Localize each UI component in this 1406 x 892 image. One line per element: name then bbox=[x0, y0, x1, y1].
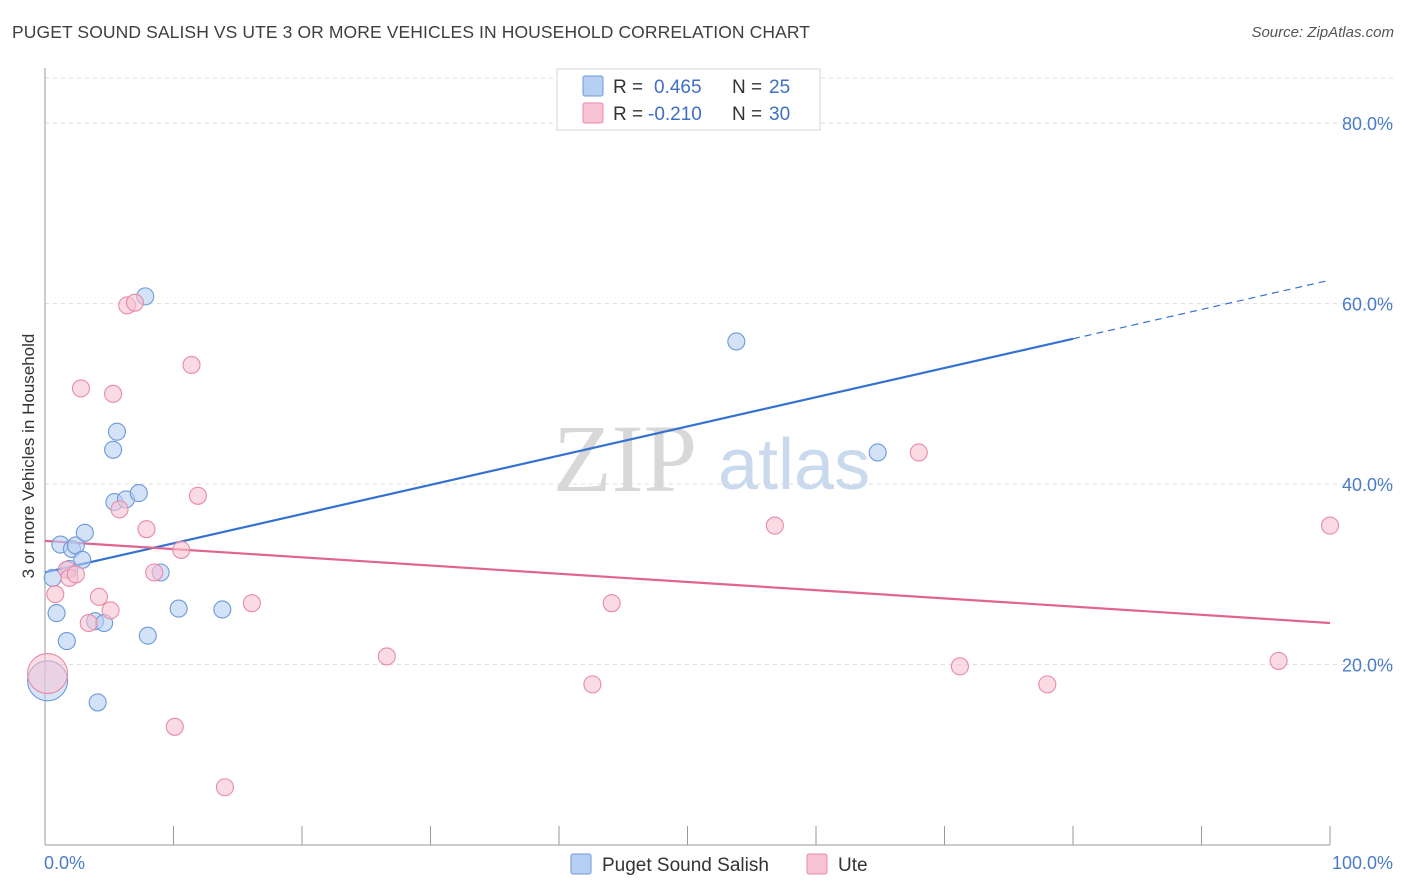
ute-point-28 bbox=[1038, 675, 1057, 694]
watermark-atlas: atlas bbox=[718, 425, 870, 505]
legend-n-value-2: 30 bbox=[769, 104, 790, 125]
y-axis-label: 3 or more Vehicles in Household bbox=[19, 334, 38, 579]
salish-point-23 bbox=[213, 600, 232, 619]
legend: R = 0.465 N = 25 R = -0.210 N = 30 bbox=[556, 68, 821, 131]
ute-point-11 bbox=[110, 500, 129, 519]
chart-title: PUGET SOUND SALISH VS UTE 3 OR MORE VEHI… bbox=[12, 22, 811, 42]
legend-r-value-2: -0.210 bbox=[648, 104, 702, 125]
ute-point-7 bbox=[79, 613, 98, 633]
bottom-legend-label-blue: Puget Sound Salish bbox=[602, 855, 769, 876]
ute-point-25 bbox=[765, 516, 784, 535]
ute-point-13 bbox=[125, 293, 144, 312]
bottom-legend-swatch-blue bbox=[570, 853, 592, 875]
y-tick-label-4: 80.0% bbox=[1342, 114, 1393, 134]
ute-point-19 bbox=[188, 486, 207, 505]
bottom-legend: Puget Sound Salish Ute bbox=[570, 853, 868, 876]
data-points bbox=[27, 287, 1340, 797]
source-label: Source: ZipAtlas.com bbox=[1251, 24, 1394, 41]
legend-n-label-2: N = bbox=[732, 104, 762, 125]
watermark-zip: ZIP bbox=[553, 405, 697, 512]
ute-point-6 bbox=[71, 379, 91, 398]
axes bbox=[44, 68, 1331, 846]
ute-point-21 bbox=[242, 594, 261, 613]
salish-point-16 bbox=[107, 422, 127, 441]
salish-point-10 bbox=[75, 523, 94, 542]
legend-n-value-1: 25 bbox=[769, 77, 790, 98]
legend-n-label-1: N = bbox=[732, 77, 762, 98]
ute-point-8 bbox=[89, 587, 109, 606]
ute-point-9 bbox=[101, 601, 120, 620]
y-tick-label-2: 40.0% bbox=[1342, 475, 1393, 495]
salish-point-25 bbox=[868, 443, 887, 462]
ute-point-15 bbox=[145, 563, 164, 582]
ute-point-17 bbox=[172, 540, 191, 559]
legend-swatch-pink bbox=[582, 102, 604, 124]
ute-point-14 bbox=[137, 520, 156, 539]
watermark: ZIP atlas bbox=[553, 405, 870, 512]
grid-lines bbox=[45, 77, 1393, 666]
ute-point-23 bbox=[583, 675, 602, 694]
ute-point-29 bbox=[1269, 651, 1288, 670]
ute-point-30 bbox=[1320, 516, 1340, 535]
trend-line-2 bbox=[44, 539, 1331, 625]
salish-point-3 bbox=[47, 604, 66, 623]
salish-point-22 bbox=[169, 599, 188, 618]
ute-point-26 bbox=[909, 443, 928, 462]
ute-point-18 bbox=[182, 355, 201, 374]
salish-point-5 bbox=[57, 632, 76, 651]
trend-line-1 bbox=[44, 337, 1074, 574]
trend-line-1-extension bbox=[1072, 279, 1331, 340]
ute-point-27 bbox=[950, 657, 969, 676]
ute-point-10 bbox=[104, 384, 123, 403]
ute-point-16 bbox=[165, 717, 184, 736]
salish-point-20 bbox=[138, 626, 157, 645]
ute-point-2 bbox=[46, 585, 65, 604]
ute-point-1 bbox=[27, 653, 69, 695]
legend-r-label-1: R = bbox=[613, 77, 643, 98]
x-tick-label-right: 100.0% bbox=[1332, 853, 1393, 873]
legend-swatch-blue bbox=[582, 75, 604, 97]
ute-point-20 bbox=[215, 778, 234, 797]
axis-ticks: 20.0% 40.0% 60.0% 80.0% bbox=[1342, 114, 1393, 675]
salish-point-24 bbox=[727, 332, 746, 351]
bottom-legend-swatch-pink bbox=[806, 853, 828, 875]
salish-point-14 bbox=[104, 440, 123, 459]
y-tick-label-1: 20.0% bbox=[1342, 656, 1393, 676]
salish-point-18 bbox=[129, 484, 148, 503]
legend-r-value-1: 0.465 bbox=[654, 77, 702, 98]
salish-point-12 bbox=[88, 693, 107, 712]
legend-r-label-2: R = bbox=[613, 104, 643, 125]
y-tick-label-3: 60.0% bbox=[1342, 295, 1393, 315]
ute-point-24 bbox=[602, 594, 621, 613]
trend-lines bbox=[44, 279, 1331, 625]
ute-point-22 bbox=[377, 647, 396, 666]
ute-point-5 bbox=[66, 565, 85, 584]
bottom-legend-label-pink: Ute bbox=[838, 855, 868, 876]
x-tick-label-left: 0.0% bbox=[44, 853, 85, 873]
